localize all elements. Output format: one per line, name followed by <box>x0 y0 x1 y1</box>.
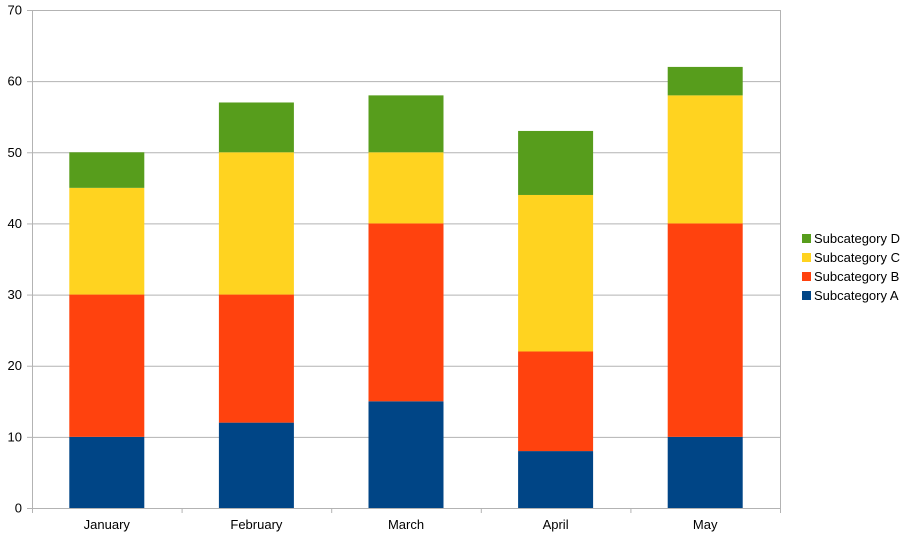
bar-segment <box>518 351 594 452</box>
bar-segment <box>69 294 145 437</box>
legend-label: Subcategory C <box>814 250 900 265</box>
legend: Subcategory D Subcategory C Subcategory B S… <box>802 231 900 303</box>
y-tick-label: 30 <box>8 287 22 302</box>
bar-segment <box>518 451 594 508</box>
legend-label: Subcategory A <box>814 288 899 303</box>
bar-segment <box>667 223 743 437</box>
bar-segment <box>667 95 743 224</box>
bar-segment <box>368 401 444 508</box>
legend-swatch <box>802 291 811 300</box>
bar-segment <box>368 95 444 153</box>
bar-segment <box>218 294 294 423</box>
bar-segment <box>218 102 294 153</box>
bar-segment <box>69 152 145 188</box>
bar-segment <box>667 436 743 508</box>
y-tick-label: 70 <box>8 3 22 18</box>
legend-swatch <box>802 272 811 281</box>
axes: 0 10 20 30 40 50 60 70 January February March April… <box>8 3 781 532</box>
y-tick-label: 50 <box>8 145 22 160</box>
y-tick-label: 20 <box>8 358 22 373</box>
bar-segment <box>518 194 594 352</box>
bar-segment <box>69 436 145 508</box>
bar-segment <box>518 130 594 195</box>
y-tick-label: 60 <box>8 74 22 89</box>
bar-segment <box>218 152 294 295</box>
y-tick-label: 10 <box>8 429 22 444</box>
bar-segment <box>667 66 743 96</box>
bar-segment <box>69 187 145 295</box>
x-tick-label: February <box>230 517 283 532</box>
x-tick-label: January <box>84 517 131 532</box>
legend-swatch <box>802 253 811 262</box>
y-tick-label: 40 <box>8 216 22 231</box>
y-tick-label: 0 <box>15 501 22 516</box>
legend-swatch <box>802 234 811 243</box>
x-tick-label: May <box>693 517 718 532</box>
bar-segment <box>218 422 294 508</box>
legend-label: Subcategory B <box>814 269 899 284</box>
x-tick-label: April <box>543 517 569 532</box>
bars <box>69 66 743 508</box>
bar-segment <box>368 223 444 402</box>
bar-segment <box>368 152 444 224</box>
legend-label: Subcategory D <box>814 231 900 246</box>
x-tick-label: March <box>388 517 424 532</box>
